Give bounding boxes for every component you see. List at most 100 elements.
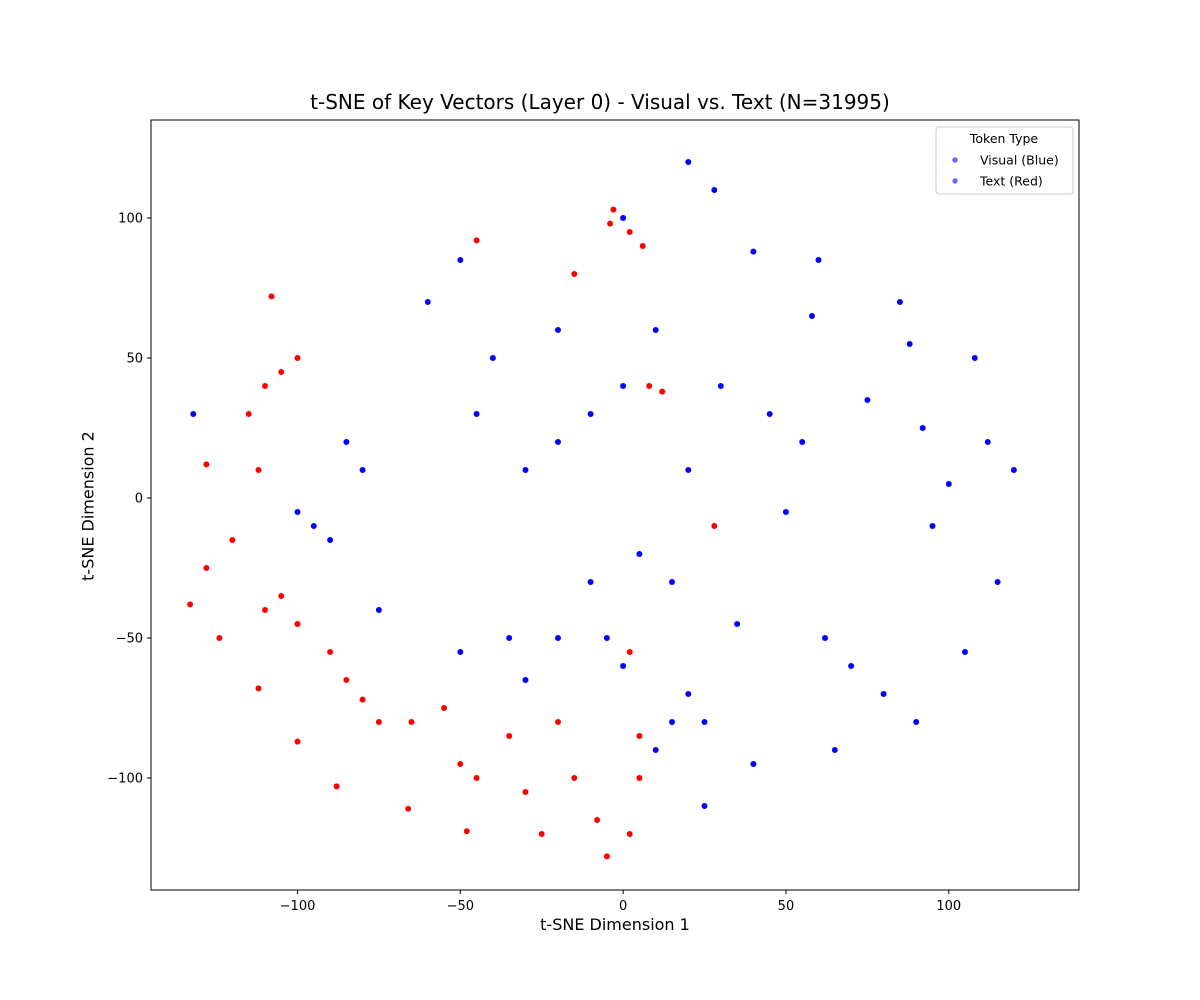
visual-point-44 — [994, 578, 1002, 586]
text-point-28 — [626, 830, 634, 838]
y-tick-label: −100 — [107, 772, 143, 787]
visual-point-32 — [798, 438, 806, 446]
x-tick-label: −50 — [447, 899, 474, 914]
visual-point-55 — [587, 578, 595, 586]
x-tick-label: −100 — [280, 899, 316, 914]
visual-point-35 — [847, 662, 855, 670]
visual-point-6 — [424, 298, 432, 306]
text-point-42 — [635, 732, 643, 740]
text-point-35 — [463, 827, 471, 835]
text-point-8 — [186, 600, 194, 608]
visual-point-31 — [808, 312, 816, 320]
text-point-0 — [277, 368, 285, 376]
visual-point-22 — [749, 248, 757, 256]
visual-point-49 — [831, 746, 839, 754]
visual-point-21 — [733, 620, 741, 628]
visual-point-0 — [294, 508, 301, 516]
text-point-39 — [609, 206, 617, 214]
text-point-5 — [255, 466, 262, 474]
text-point-36 — [606, 220, 614, 228]
visual-point-56 — [456, 648, 464, 656]
visual-point-3 — [342, 438, 350, 446]
y-axis-label: t-SNE Dimension 2 — [78, 431, 98, 581]
visual-point-26 — [652, 746, 660, 754]
text-point-32 — [255, 684, 262, 692]
text-point-2 — [294, 354, 301, 362]
visual-point-7 — [456, 256, 464, 264]
visual-point-33 — [782, 508, 790, 516]
text-point-45 — [570, 270, 578, 278]
chart-title: t-SNE of Key Vectors (Layer 0) - Visual … — [310, 90, 890, 114]
text-point-27 — [603, 852, 611, 860]
visual-point-20 — [717, 382, 725, 390]
visual-point-58 — [554, 634, 562, 642]
visual-point-9 — [489, 354, 497, 362]
text-point-16 — [375, 718, 383, 726]
visual-point-24 — [619, 662, 627, 670]
visual-point-57 — [522, 676, 529, 684]
text-point-40 — [710, 522, 718, 530]
visual-point-60 — [189, 410, 197, 418]
text-point-24 — [554, 718, 562, 726]
visual-point-29 — [603, 634, 611, 642]
ticks-layer: −100 −50 0 50 100 −100 −50 0 50 100 — [107, 212, 961, 915]
visual-point-59 — [619, 214, 627, 222]
text-point-33 — [215, 634, 223, 642]
x-tick-label: 0 — [619, 899, 627, 914]
text-point-22 — [522, 788, 529, 796]
text-point-15 — [359, 696, 367, 704]
visual-point-42 — [971, 354, 979, 362]
text-point-13 — [326, 648, 334, 656]
visual-point-37 — [896, 298, 904, 306]
text-point-20 — [473, 774, 481, 782]
visual-point-38 — [906, 340, 914, 348]
visual-point-46 — [961, 648, 969, 656]
text-point-34 — [404, 805, 412, 813]
text-point-18 — [440, 704, 448, 712]
legend-label-visual: Visual (Blue) — [980, 153, 1059, 168]
plot-frame — [150, 119, 1080, 891]
text-point-12 — [261, 606, 269, 614]
legend-marker-visual — [951, 156, 959, 164]
x-tick-label: 100 — [936, 899, 961, 914]
visual-point-19 — [701, 718, 708, 726]
text-point-10 — [277, 592, 285, 600]
y-tick-label: 0 — [135, 492, 143, 507]
visual-point-1 — [310, 522, 318, 530]
legend-frame — [935, 126, 1074, 195]
legend-marker-text — [951, 177, 959, 185]
y-tick-label: 50 — [126, 352, 143, 367]
visual-point-50 — [749, 760, 757, 768]
visual-point-30 — [815, 256, 822, 264]
visual-point-41 — [945, 480, 953, 488]
x-axis-label: t-SNE Dimension 1 — [540, 915, 690, 934]
text-point-30 — [333, 782, 341, 790]
visual-point-27 — [668, 718, 676, 726]
text-point-26 — [593, 816, 601, 824]
points-layer — [186, 158, 1018, 860]
visual-point-4 — [359, 466, 367, 474]
visual-point-2 — [326, 536, 334, 544]
text-point-25 — [570, 774, 578, 782]
legend-label-text: Text (Red) — [979, 174, 1043, 189]
text-point-9 — [202, 460, 210, 468]
text-point-41 — [626, 648, 634, 656]
legend: Token Type Visual (Blue) Text (Red) — [935, 126, 1074, 195]
visual-point-18 — [684, 466, 692, 474]
visual-point-15 — [635, 550, 643, 558]
text-point-11 — [294, 620, 301, 628]
text-point-44 — [658, 388, 666, 396]
visual-point-53 — [710, 186, 718, 194]
visual-point-11 — [522, 466, 529, 474]
text-point-46 — [473, 236, 481, 244]
text-point-38 — [639, 242, 647, 250]
visual-point-51 — [701, 802, 708, 810]
visual-point-40 — [929, 522, 936, 530]
visual-point-10 — [505, 634, 513, 642]
visual-point-47 — [912, 718, 920, 726]
text-point-29 — [635, 774, 643, 782]
visual-point-54 — [554, 438, 562, 446]
text-point-23 — [538, 830, 546, 838]
